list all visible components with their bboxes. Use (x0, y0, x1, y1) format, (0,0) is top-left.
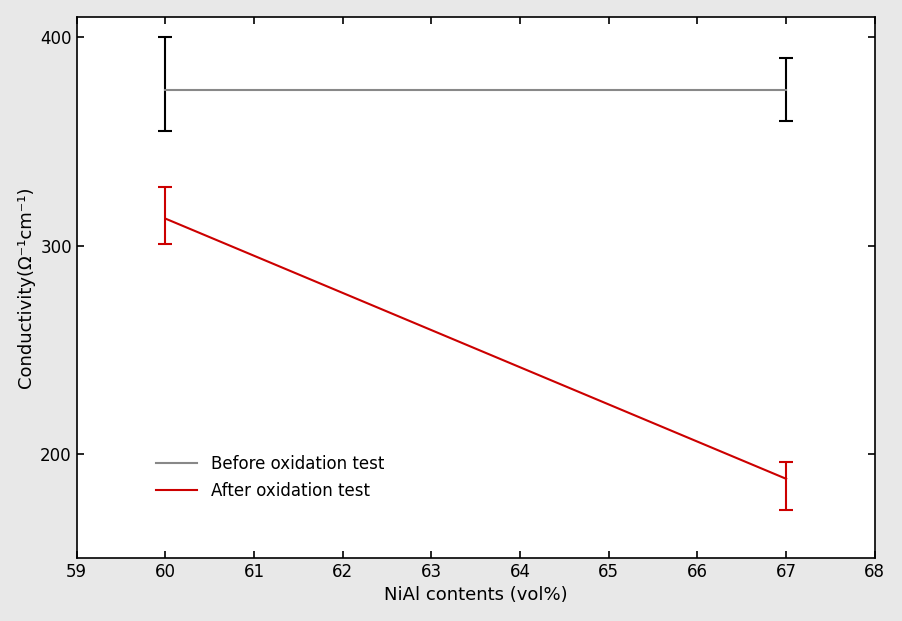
Y-axis label: Conductivity(Ω⁻¹cm⁻¹): Conductivity(Ω⁻¹cm⁻¹) (16, 186, 34, 388)
X-axis label: NiAl contents (vol%): NiAl contents (vol%) (384, 586, 567, 604)
Legend: Before oxidation test, After oxidation test: Before oxidation test, After oxidation t… (149, 448, 391, 506)
